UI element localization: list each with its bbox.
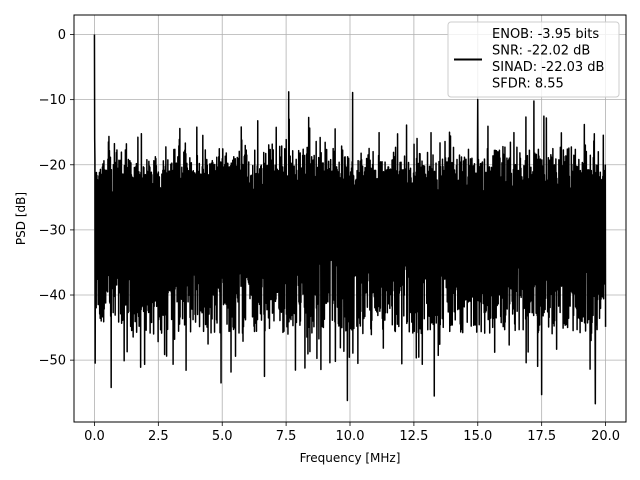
x-tick-label: 10.0 <box>336 429 365 444</box>
y-tick-label: −20 <box>39 158 66 173</box>
x-tick-label: 2.5 <box>148 429 169 444</box>
psd-series-line <box>93 34 607 405</box>
x-tick-label: 20.0 <box>591 429 620 444</box>
x-tick-label: 17.5 <box>527 429 556 444</box>
x-axis-ticks: 0.0 2.5 5.0 7.5 10.0 12.5 15.0 17.5 20.0 <box>84 422 620 444</box>
y-tick-label: −30 <box>39 223 66 238</box>
x-axis-label: Frequency [MHz] <box>300 451 401 465</box>
legend-text-enob: ENOB: -3.95 bits <box>492 27 599 42</box>
x-tick-label: 7.5 <box>276 429 297 444</box>
x-tick-label: 0.0 <box>84 429 105 444</box>
y-axis-label: PSD [dB] <box>14 192 28 245</box>
y-tick-label: −50 <box>39 354 66 369</box>
y-tick-label: 0 <box>58 28 66 43</box>
legend-text-sfdr: SFDR: 8.55 <box>492 77 564 92</box>
y-tick-label: −10 <box>39 93 66 108</box>
legend: ENOB: -3.95 bits SNR: -22.02 dB SINAD: -… <box>447 21 620 98</box>
x-tick-label: 15.0 <box>463 429 492 444</box>
legend-box <box>447 21 620 98</box>
legend-text-sinad: SINAD: -22.03 dB <box>492 60 604 75</box>
y-axis-ticks: 0 −10 −20 −30 −40 −50 <box>39 28 74 369</box>
series-layer <box>93 34 607 405</box>
legend-text-snr: SNR: -22.02 dB <box>492 44 590 59</box>
y-tick-label: −40 <box>39 289 66 304</box>
x-tick-label: 12.5 <box>399 429 428 444</box>
x-tick-label: 5.0 <box>212 429 233 444</box>
